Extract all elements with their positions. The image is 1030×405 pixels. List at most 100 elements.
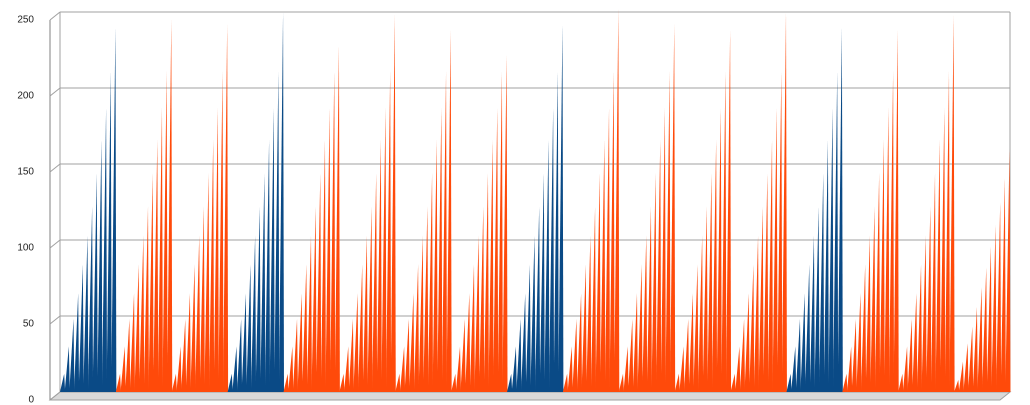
spike — [544, 139, 550, 392]
spike — [912, 293, 918, 392]
grid-line-side — [49, 391, 61, 401]
spike — [409, 293, 415, 392]
spike — [325, 107, 331, 392]
spike — [860, 264, 867, 392]
spike — [930, 173, 936, 392]
spike — [236, 319, 243, 392]
spike — [423, 206, 429, 392]
spike — [488, 139, 494, 392]
spike — [455, 346, 461, 392]
spike — [539, 173, 545, 392]
spike — [97, 139, 103, 392]
spike — [87, 206, 94, 392]
spike — [711, 139, 718, 392]
spike — [511, 346, 517, 392]
grid-line-side — [49, 11, 61, 21]
spike — [69, 319, 75, 392]
spike — [567, 346, 573, 392]
spike — [139, 235, 145, 392]
spike — [935, 139, 941, 392]
spike — [493, 107, 499, 392]
spike — [209, 139, 215, 392]
spike — [334, 45, 340, 392]
spike — [111, 27, 117, 392]
spike — [670, 24, 676, 392]
spike — [255, 206, 261, 392]
spike — [1000, 177, 1006, 392]
spike — [437, 107, 443, 392]
spike — [106, 71, 112, 392]
spike — [954, 379, 960, 392]
spike — [157, 107, 163, 392]
spike — [125, 319, 131, 392]
spike — [879, 139, 885, 392]
spike — [83, 235, 89, 392]
y-tick-label: 200 — [17, 91, 34, 102]
spike — [898, 373, 904, 392]
spike — [446, 30, 452, 393]
spike — [637, 264, 643, 392]
spike — [353, 293, 359, 392]
grid-line-side — [49, 315, 61, 325]
spike — [78, 264, 84, 392]
spike — [479, 206, 485, 392]
spike — [469, 264, 475, 392]
spike — [362, 235, 368, 392]
spike — [688, 293, 694, 392]
spike — [576, 293, 583, 392]
grid-line-side — [49, 163, 61, 173]
spike — [441, 71, 447, 392]
spike — [586, 235, 592, 392]
spike — [535, 206, 541, 392]
spike — [907, 319, 913, 392]
spike — [888, 71, 895, 392]
spike — [819, 173, 825, 392]
spike — [278, 12, 284, 392]
spike — [781, 12, 787, 392]
spike — [702, 206, 708, 392]
spike — [525, 264, 531, 392]
spike — [697, 235, 704, 392]
spike — [199, 206, 205, 392]
spike — [842, 373, 848, 392]
spike — [167, 19, 173, 392]
spike — [129, 293, 135, 392]
spike — [656, 139, 662, 392]
spike — [521, 293, 527, 392]
spike — [64, 346, 70, 392]
spike — [874, 173, 881, 392]
spike — [735, 346, 741, 392]
spike — [548, 107, 555, 392]
spike — [926, 206, 932, 392]
spike — [404, 319, 410, 392]
spike — [185, 293, 191, 392]
spike — [497, 71, 503, 392]
spike — [823, 139, 829, 392]
spike — [171, 373, 177, 392]
spike — [963, 343, 969, 392]
spike — [395, 373, 401, 392]
spike — [339, 373, 345, 392]
spike — [427, 173, 434, 392]
spike — [609, 71, 615, 392]
spike — [865, 235, 871, 392]
spike — [721, 71, 727, 392]
spike — [162, 71, 168, 392]
spike — [385, 71, 392, 392]
spike — [311, 206, 317, 392]
spike — [390, 15, 396, 392]
spike — [302, 264, 308, 392]
spike — [795, 319, 801, 392]
y-tick-label: 100 — [17, 243, 34, 254]
spike — [120, 346, 126, 392]
spike — [921, 235, 927, 392]
spike — [73, 293, 80, 392]
spike — [246, 264, 252, 392]
spike — [646, 206, 652, 392]
spike — [614, 8, 620, 393]
spike — [791, 346, 797, 392]
spike — [181, 319, 187, 392]
spike — [465, 293, 471, 392]
spike — [707, 173, 713, 392]
